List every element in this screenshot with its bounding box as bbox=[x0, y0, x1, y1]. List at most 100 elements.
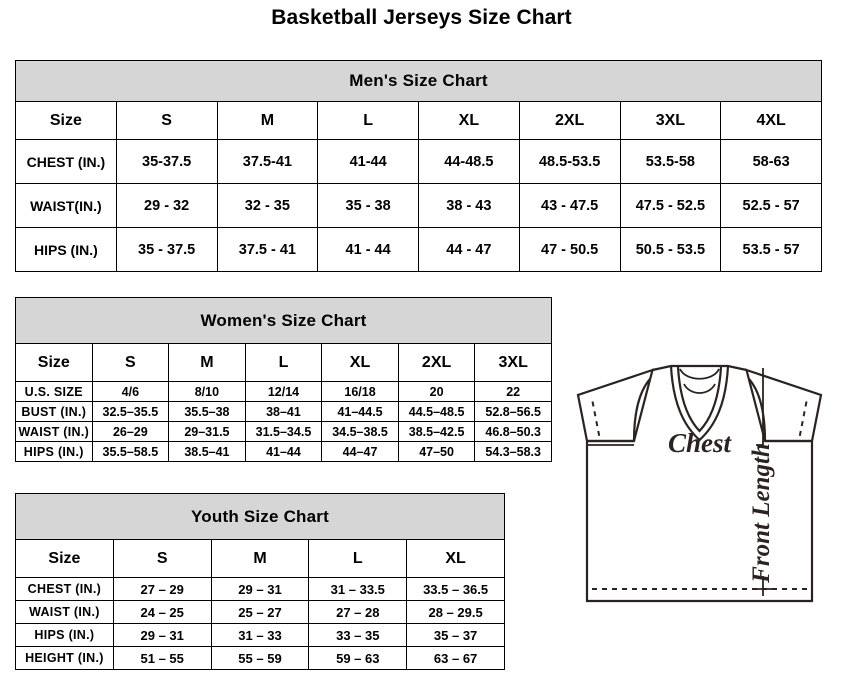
table-row: BUST (IN.) 32.5–35.5 35.5–38 38–41 41–44… bbox=[15, 401, 552, 422]
youth-row-label-hips: HIPS (IN.) bbox=[15, 623, 114, 647]
right-cuff-dash bbox=[798, 401, 808, 441]
table-cell: 50.5 - 53.5 bbox=[619, 227, 722, 272]
table-row: WAIST (IN.) 24 – 25 25 – 27 27 – 28 28 –… bbox=[15, 600, 505, 624]
table-cell: 47 - 50.5 bbox=[518, 227, 621, 272]
youth-banner-row: Youth Size Chart bbox=[15, 493, 505, 540]
table-cell: 38.5–41 bbox=[168, 441, 246, 462]
table-cell: 41–44 bbox=[244, 441, 323, 462]
table-cell: 53.5 - 57 bbox=[720, 227, 822, 272]
table-cell: 44-48.5 bbox=[418, 139, 520, 184]
table-cell: 20 bbox=[397, 381, 476, 402]
table-row: CHEST (IN.) 35-37.5 37.5-41 41-44 44-48.… bbox=[15, 139, 822, 184]
table-cell: 29–31.5 bbox=[168, 421, 246, 442]
table-row: WAIST (IN.) 26–29 29–31.5 31.5–34.5 34.5… bbox=[15, 421, 552, 442]
table-cell: 32.5–35.5 bbox=[91, 401, 170, 422]
table-cell: 27 – 28 bbox=[308, 600, 408, 624]
table-row: WAIST(IN.) 29 - 32 32 - 35 35 - 38 38 - … bbox=[15, 183, 822, 228]
table-cell: 54.3–58.3 bbox=[474, 441, 552, 462]
page-title: Basketball Jerseys Size Chart bbox=[271, 6, 572, 29]
table-cell: 38 - 43 bbox=[418, 183, 520, 228]
table-cell: 44–47 bbox=[321, 441, 399, 462]
left-armhole-seam bbox=[632, 378, 651, 442]
table-row: HIPS (IN.) 35 - 37.5 37.5 - 41 41 - 44 4… bbox=[15, 227, 822, 272]
collar-band-lower bbox=[683, 383, 716, 394]
table-cell: 31 – 33.5 bbox=[308, 577, 408, 601]
table-cell: 35 - 38 bbox=[317, 183, 419, 228]
table-cell: 37.5 - 41 bbox=[216, 227, 319, 272]
table-cell: 25 – 27 bbox=[210, 600, 310, 624]
table-row: HIPS (IN.) 29 – 31 31 – 33 33 – 35 35 – … bbox=[15, 623, 505, 647]
mens-row-label-hips: HIPS (IN.) bbox=[15, 227, 117, 272]
table-row: HIPS (IN.) 35.5–58.5 38.5–41 41–44 44–47… bbox=[15, 441, 552, 462]
womens-col-header-2xl: 2XL bbox=[397, 343, 476, 382]
mens-row-label-chest: CHEST (IN.) bbox=[15, 139, 117, 184]
table-cell: 35 – 37 bbox=[406, 623, 505, 647]
table-cell: 41–44.5 bbox=[321, 401, 399, 422]
table-cell: 52.8–56.5 bbox=[474, 401, 552, 422]
table-cell: 29 – 31 bbox=[210, 577, 310, 601]
table-cell: 28 – 29.5 bbox=[406, 600, 505, 624]
table-cell: 35-37.5 bbox=[115, 139, 218, 184]
table-row: U.S. SIZE 4/6 8/10 12/14 16/18 20 22 bbox=[15, 381, 552, 402]
mens-banner-row: Men's Size Chart bbox=[15, 60, 822, 102]
mens-col-header-3xl: 3XL bbox=[619, 101, 722, 140]
mens-col-header-size: Size bbox=[15, 101, 117, 140]
mens-col-header-s: S bbox=[115, 101, 218, 140]
table-cell: 53.5-58 bbox=[619, 139, 722, 184]
youth-col-header-s: S bbox=[112, 539, 212, 578]
mens-col-header-l: L bbox=[317, 101, 419, 140]
table-cell: 63 – 67 bbox=[406, 646, 505, 670]
mens-header-row: Size S M L XL 2XL 3XL 4XL bbox=[15, 101, 822, 140]
table-cell: 27 – 29 bbox=[112, 577, 212, 601]
chest-label: Chest bbox=[668, 428, 733, 458]
womens-col-header-m: M bbox=[168, 343, 246, 382]
table-cell: 47.5 - 52.5 bbox=[619, 183, 722, 228]
mens-col-header-2xl: 2XL bbox=[518, 101, 621, 140]
mens-col-header-4xl: 4XL bbox=[720, 101, 822, 140]
table-cell: 26–29 bbox=[91, 421, 170, 442]
body-outline bbox=[585, 441, 814, 603]
jersey-measurement-diagram: Chest Front Length bbox=[556, 348, 843, 668]
womens-row-label-hips: HIPS (IN.) bbox=[15, 441, 93, 462]
table-cell: 35 - 37.5 bbox=[115, 227, 218, 272]
womens-col-header-xl: XL bbox=[321, 343, 399, 382]
table-cell: 58-63 bbox=[720, 139, 822, 184]
vneck-outer bbox=[669, 365, 730, 442]
table-cell: 48.5-53.5 bbox=[518, 139, 621, 184]
table-cell: 55 – 59 bbox=[210, 646, 310, 670]
table-cell: 47–50 bbox=[397, 441, 476, 462]
mens-col-header-xl: XL bbox=[418, 101, 520, 140]
table-cell: 4/6 bbox=[91, 381, 170, 402]
womens-row-label-waist: WAIST (IN.) bbox=[15, 421, 93, 442]
youth-col-header-size: Size bbox=[15, 539, 114, 578]
table-cell: 16/18 bbox=[321, 381, 399, 402]
mens-banner-title: Men's Size Chart bbox=[15, 60, 822, 102]
youth-col-header-l: L bbox=[308, 539, 408, 578]
table-cell: 8/10 bbox=[168, 381, 246, 402]
youth-row-label-waist: WAIST (IN.) bbox=[15, 600, 114, 624]
table-cell: 44.5–48.5 bbox=[397, 401, 476, 422]
table-cell: 41 - 44 bbox=[317, 227, 419, 272]
table-cell: 35.5–38 bbox=[168, 401, 246, 422]
youth-row-label-chest: CHEST (IN.) bbox=[15, 577, 114, 601]
womens-banner-row: Women's Size Chart bbox=[15, 297, 552, 344]
table-cell: 34.5–38.5 bbox=[321, 421, 399, 442]
womens-col-header-l: L bbox=[244, 343, 323, 382]
table-cell: 38–41 bbox=[244, 401, 323, 422]
table-cell: 33 – 35 bbox=[308, 623, 408, 647]
table-row: CHEST (IN.) 27 – 29 29 – 31 31 – 33.5 33… bbox=[15, 577, 505, 601]
shoulder-line bbox=[652, 364, 747, 372]
womens-col-header-s: S bbox=[91, 343, 170, 382]
vneck-inner bbox=[676, 366, 723, 433]
womens-header-row: Size S M L XL 2XL 3XL bbox=[15, 343, 552, 382]
table-cell: 31.5–34.5 bbox=[244, 421, 323, 442]
womens-col-header-size: Size bbox=[15, 343, 93, 382]
youth-header-row: Size S M L XL bbox=[15, 539, 505, 578]
table-cell: 52.5 - 57 bbox=[720, 183, 822, 228]
table-cell: 37.5-41 bbox=[216, 139, 319, 184]
youth-size-table: Youth Size Chart Size S M L XL CHEST (IN… bbox=[15, 493, 505, 670]
table-cell: 51 – 55 bbox=[112, 646, 212, 670]
table-cell: 29 - 32 bbox=[115, 183, 218, 228]
table-cell: 44 - 47 bbox=[418, 227, 520, 272]
table-cell: 46.8–50.3 bbox=[474, 421, 552, 442]
